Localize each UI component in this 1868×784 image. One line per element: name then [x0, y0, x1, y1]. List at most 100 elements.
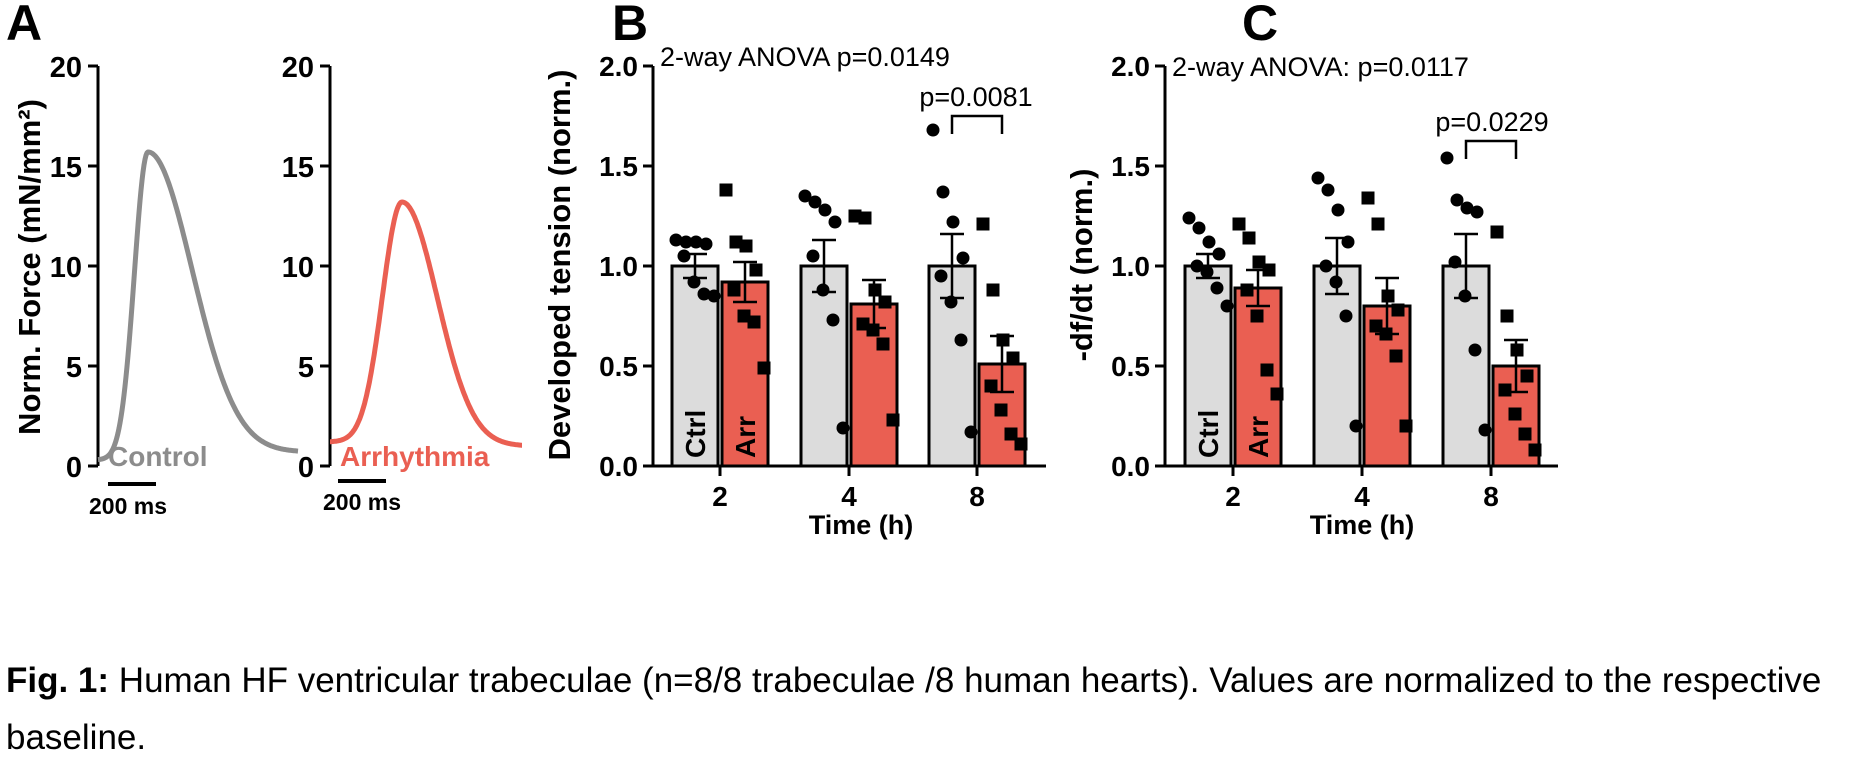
ctrl-data-point	[1478, 423, 1492, 437]
ctrl-data-point	[1339, 309, 1353, 323]
y-tick-label: 5	[66, 352, 82, 384]
arr-data-point	[1391, 303, 1405, 317]
time-scale-label: 200 ms	[323, 489, 401, 515]
arr-data-point	[1260, 363, 1274, 377]
control-trace-label: Control	[108, 441, 208, 472]
ctrl-data-point	[677, 249, 691, 263]
ctrl-data-point	[956, 251, 970, 265]
figure-caption: Fig. 1: Human HF ventricular trabeculae …	[6, 652, 1856, 766]
arr-data-point	[1399, 419, 1413, 433]
arr-data-point	[737, 309, 751, 323]
arr-data-point	[1004, 427, 1018, 441]
y-tick-label: 20	[50, 52, 82, 84]
ctrl-data-point	[707, 289, 721, 303]
arr-data-point	[1270, 387, 1284, 401]
arr-data-point	[1518, 427, 1532, 441]
y-tick-label: 10	[282, 252, 314, 284]
arr-data-point	[868, 283, 882, 297]
figure-canvas: A B C Norm. Force (mN/mm²) 0 5 10 15 20 …	[6, 0, 1558, 540]
force-trace-control-panel: Norm. Force (mN/mm²) 0 5 10 15 20 Contro…	[12, 52, 300, 519]
y-tick-label: 0.5	[599, 351, 638, 382]
arr-data-point	[1014, 437, 1028, 451]
y-tick-label: 20	[282, 52, 314, 84]
arr-data-point	[1232, 217, 1246, 231]
control-force-trace	[96, 149, 300, 463]
ctrl-data-point	[1450, 193, 1464, 207]
arr-data-point	[1381, 289, 1395, 303]
chart-c-annotation: p=0.0229	[1435, 107, 1548, 137]
ctrl-data-point	[1210, 281, 1224, 295]
y-tick-label: 2.0	[599, 51, 638, 82]
ctrl-data-point	[1192, 221, 1206, 235]
significance-bracket	[1464, 139, 1518, 159]
ctrl-data-point	[1220, 299, 1234, 313]
ctrl-data-point	[1190, 259, 1204, 273]
y-tick-label: 1.5	[599, 151, 638, 182]
x-tick-label: 2	[712, 481, 728, 512]
ctrl-data-point	[826, 313, 840, 327]
arr-data-point	[1369, 319, 1383, 333]
y-tick-label: 0	[66, 452, 82, 484]
arr-data-point	[848, 209, 862, 223]
x-tick-label: 8	[1483, 481, 1499, 512]
ctrl-data-point	[1329, 275, 1343, 289]
y-tick-label: 2.0	[1111, 51, 1150, 82]
x-tick-label: 4	[841, 481, 857, 512]
chart-b-ylabel: Developed tension (norm.)	[542, 70, 577, 461]
arr-data-point	[1490, 225, 1504, 239]
arr-data-point	[986, 283, 1000, 297]
panel-label-c: C	[1242, 0, 1278, 51]
arr-data-point	[1371, 217, 1385, 231]
arr-data-point	[1510, 343, 1524, 357]
arr-data-point	[984, 379, 998, 393]
arr-bar-label: Arr	[1243, 416, 1274, 458]
y-ticks-a2: 0 5 10 15 20	[282, 52, 330, 484]
ctrl-data-point	[816, 283, 830, 297]
ctrl-data-point	[689, 235, 703, 249]
arr-data-point	[878, 295, 892, 309]
significance-bracket	[950, 114, 1004, 134]
x-tick-label: 2	[1225, 481, 1241, 512]
ctrl-data-point	[1470, 205, 1484, 219]
arr-data-point	[994, 403, 1008, 417]
ctrl-data-point	[1321, 183, 1335, 197]
arr-data-point	[757, 361, 771, 375]
y-tick-label: 5	[298, 352, 314, 384]
y-tick-label: 0	[298, 452, 314, 484]
arr-data-point	[1240, 283, 1254, 297]
ctrl-data-point	[1341, 235, 1355, 249]
ctrl-data-point	[687, 275, 701, 289]
ctrl-bar-label: Ctrl	[680, 410, 711, 458]
ctrl-bar-label: Ctrl	[1193, 410, 1224, 458]
ctrl-data-point	[1460, 201, 1474, 215]
ctrl-data-point	[798, 189, 812, 203]
y-tick-label: 1.5	[1111, 151, 1150, 182]
arrhythmia-force-trace	[328, 199, 524, 448]
y-tick-label: 15	[282, 152, 314, 184]
y-tick-label: 0.0	[599, 451, 638, 482]
arr-data-point	[858, 211, 872, 225]
ctrl-data-point	[1458, 289, 1472, 303]
arr-data-point	[1500, 309, 1514, 323]
ctrl-data-point	[946, 215, 960, 229]
y-tick-label: 10	[50, 252, 82, 284]
y-ticks-a1: 0 5 10 15 20	[50, 52, 98, 484]
arr-data-point	[1252, 255, 1266, 269]
ctrl-data-point	[1440, 151, 1454, 165]
caption-label: Fig. 1:	[6, 661, 110, 700]
chart-c-title: 2-way ANOVA: p=0.0117	[1172, 52, 1469, 82]
ctrl-data-point	[934, 269, 948, 283]
ctrl-data-point	[1468, 343, 1482, 357]
arr-data-point	[729, 235, 743, 249]
arr-data-point	[719, 183, 733, 197]
arr-data-point	[1508, 407, 1522, 421]
ctrl-data-point	[1331, 203, 1345, 217]
ctrl-data-point	[1448, 255, 1462, 269]
caption-text: Human HF ventricular trabeculae (n=8/8 t…	[6, 661, 1822, 757]
ctrl-data-point	[679, 235, 693, 249]
panel-label-a: A	[6, 0, 42, 51]
ctrl-data-point	[1319, 259, 1333, 273]
ctrl-data-point	[818, 203, 832, 217]
arr-data-point	[886, 413, 900, 427]
ctrl-data-point	[936, 185, 950, 199]
